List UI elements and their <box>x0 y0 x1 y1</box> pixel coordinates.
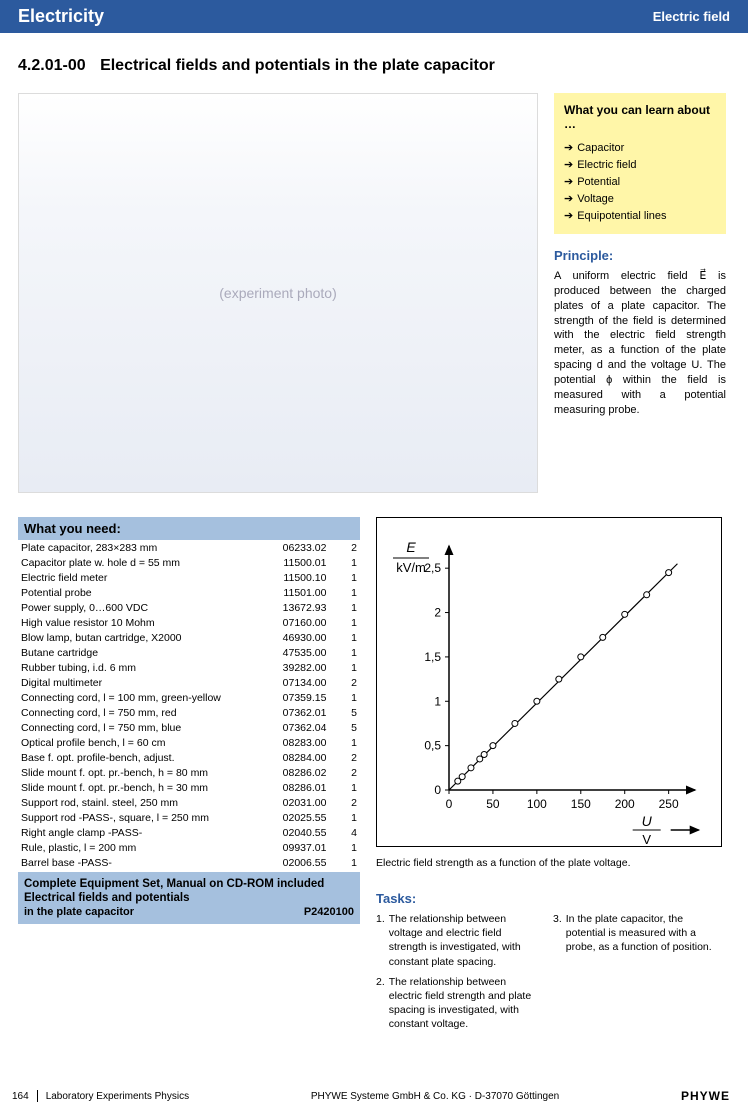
table-row: Butane cartridge47535.001 <box>18 645 360 660</box>
brand-logo: PHYWE <box>681 1089 730 1103</box>
table-row: Rubber tubing, i.d. 6 mm39282.001 <box>18 660 360 675</box>
table-row: Optical profile bench, l = 60 cm08283.00… <box>18 735 360 750</box>
experiment-name: Electrical fields and potentials in the … <box>100 57 495 74</box>
task-item: 1.The relationship between voltage and e… <box>376 912 541 969</box>
table-row: Slide mount f. opt. pr.-bench, h = 80 mm… <box>18 765 360 780</box>
svg-text:2,5: 2,5 <box>424 561 441 575</box>
table-row: Blow lamp, butan cartridge, X200046930.0… <box>18 630 360 645</box>
svg-text:1,5: 1,5 <box>424 650 441 664</box>
table-row: Support rod -PASS-, square, l = 250 mm02… <box>18 810 360 825</box>
table-row: Connecting cord, l = 750 mm, blue07362.0… <box>18 720 360 735</box>
table-row: Base f. opt. profile-bench, adjust.08284… <box>18 750 360 765</box>
learn-item: ➔Capacitor <box>564 139 716 156</box>
section-title: Electric field <box>653 9 730 24</box>
svg-text:50: 50 <box>486 797 500 811</box>
learn-item: ➔Voltage <box>564 190 716 207</box>
learn-heading: What you can learn about … <box>564 103 716 131</box>
book-title: Laboratory Experiments Physics <box>46 1091 189 1102</box>
experiment-photo <box>18 93 538 493</box>
complete-code: P2420100 <box>304 906 354 918</box>
learn-item: ➔Potential <box>564 173 716 190</box>
table-row: Electric field meter11500.101 <box>18 570 360 585</box>
table-row: Potential probe11501.001 <box>18 585 360 600</box>
table-row: Digital multimeter07134.002 <box>18 675 360 690</box>
table-row: Connecting cord, l = 750 mm, red07362.01… <box>18 705 360 720</box>
table-row: High value resistor 10 Mohm07160.001 <box>18 615 360 630</box>
learn-about-box: What you can learn about … ➔Capacitor➔El… <box>554 93 726 234</box>
svg-text:V: V <box>642 832 651 847</box>
svg-text:150: 150 <box>571 797 591 811</box>
svg-text:0: 0 <box>446 797 453 811</box>
svg-text:1: 1 <box>434 694 441 708</box>
footer: 164 Laboratory Experiments Physics PHYWE… <box>0 1079 748 1111</box>
tasks-heading: Tasks: <box>376 891 718 906</box>
svg-text:100: 100 <box>527 797 547 811</box>
svg-text:2: 2 <box>434 606 441 620</box>
table-row: Plate capacitor, 283×283 mm06233.022 <box>18 540 360 555</box>
chart: 0 0,5 1 1,5 2 2,5 0 50 100 150 200 250 EkV/m UV <box>376 517 722 847</box>
experiment-title: 4.2.01-00 Electrical fields and potentia… <box>18 57 730 75</box>
svg-text:E: E <box>406 539 416 555</box>
table-row: Rule, plastic, l = 200 mm09937.011 <box>18 840 360 855</box>
table-row: Barrel base -PASS-02006.551 <box>18 855 360 870</box>
complete-line3: in the plate capacitor <box>24 906 134 918</box>
table-row: Slide mount f. opt. pr.-bench, h = 30 mm… <box>18 780 360 795</box>
learn-item: ➔Electric field <box>564 156 716 173</box>
principle-heading: Principle: <box>554 248 726 263</box>
table-row: Power supply, 0…600 VDC13672.931 <box>18 600 360 615</box>
svg-text:U: U <box>642 813 653 829</box>
table-row: Support rod, stainl. steel, 250 mm02031.… <box>18 795 360 810</box>
principle-body: A uniform electric field E⃗ is produced … <box>554 269 726 417</box>
svg-text:0,5: 0,5 <box>424 739 441 753</box>
complete-set-box: Complete Equipment Set, Manual on CD-ROM… <box>18 872 360 924</box>
company-info: PHYWE Systeme GmbH & Co. KG · D-37070 Gö… <box>311 1091 559 1102</box>
complete-line1: Complete Equipment Set, Manual on CD-ROM… <box>24 878 354 890</box>
svg-text:250: 250 <box>659 797 679 811</box>
principle-box: Principle: A uniform electric field E⃗ i… <box>554 248 726 417</box>
table-row: Capacitor plate w. hole d = 55 mm11500.0… <box>18 555 360 570</box>
experiment-code: 4.2.01-00 <box>18 57 86 74</box>
table-row: Connecting cord, l = 100 mm, green-yello… <box>18 690 360 705</box>
svg-text:200: 200 <box>615 797 635 811</box>
page-number: 164 <box>12 1091 29 1102</box>
task-item: 2.The relationship between electric fiel… <box>376 975 541 1032</box>
need-table: Plate capacitor, 283×283 mm06233.022Capa… <box>18 540 360 870</box>
chapter-title: Electricity <box>18 6 104 27</box>
table-row: Right angle clamp -PASS-02040.554 <box>18 825 360 840</box>
svg-text:kV/m: kV/m <box>396 560 426 575</box>
top-header: Electricity Electric field <box>0 0 748 33</box>
complete-line2: Electrical fields and potentials <box>24 892 354 904</box>
learn-item: ➔Equipotential lines <box>564 207 716 224</box>
need-heading: What you need: <box>18 517 360 540</box>
task-item: 3.In the plate capacitor, the potential … <box>553 912 718 955</box>
svg-text:0: 0 <box>434 783 441 797</box>
footer-divider <box>37 1090 38 1102</box>
chart-caption: Electric field strength as a function of… <box>376 857 718 869</box>
tasks-list: 1.The relationship between voltage and e… <box>376 912 718 1037</box>
